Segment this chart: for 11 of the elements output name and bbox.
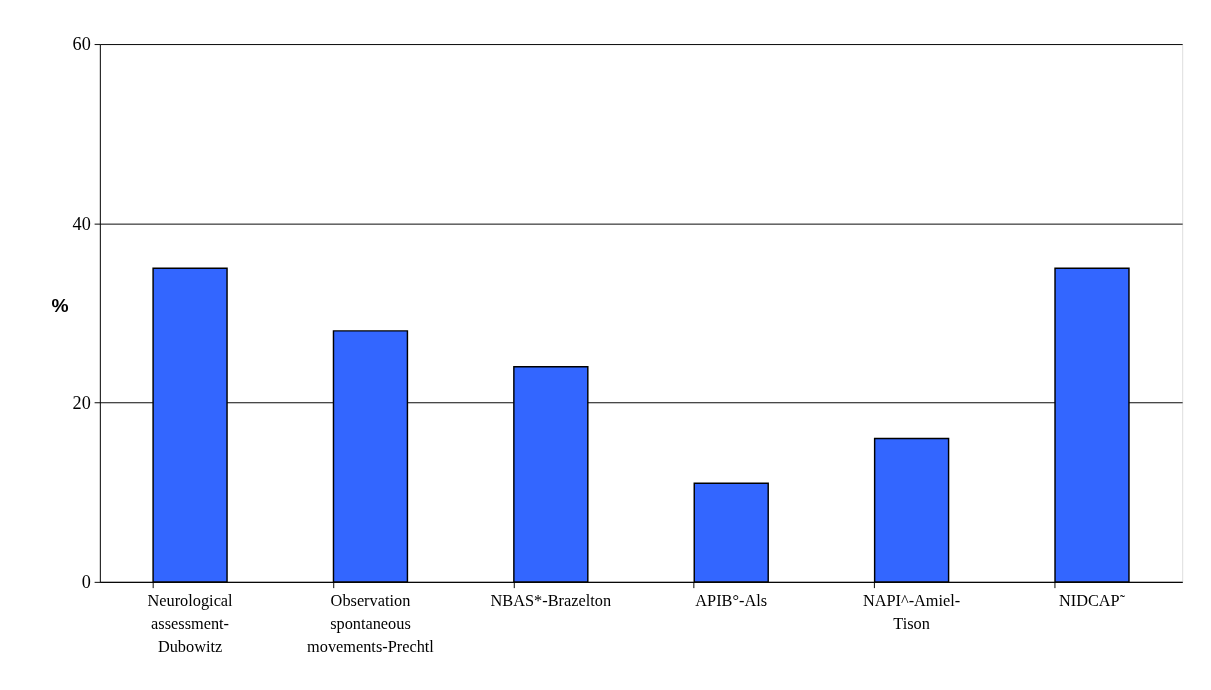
y-tick-label: 40: [72, 213, 91, 234]
x-tick-label: NAPI^-Amiel-Tison: [862, 591, 961, 634]
y-axis-title: %: [51, 294, 69, 316]
y-tick-label: 0: [81, 572, 91, 593]
x-tick-label: Observation spontaneous movements-Prechtl: [307, 591, 435, 657]
x-tick-label: APIB°-Als: [695, 591, 768, 611]
x-tick-label: NIDCAP˜: [1058, 591, 1126, 611]
x-tick-label: NBAS*-Brazelton: [490, 591, 612, 611]
y-tick-label: 20: [72, 392, 91, 413]
x-tick-label: Neurological assessment-Dubowitz: [147, 591, 234, 657]
y-tick-label: 60: [72, 34, 91, 55]
